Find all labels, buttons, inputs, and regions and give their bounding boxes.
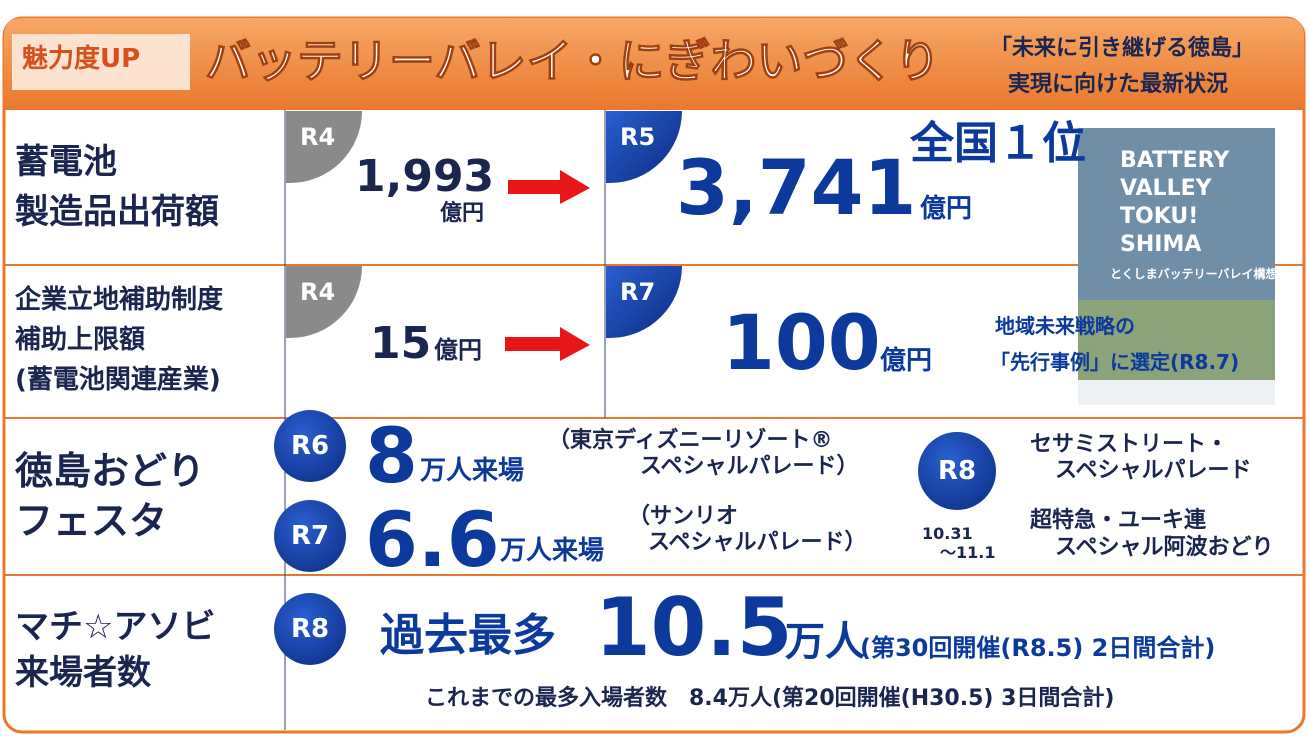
event: スペシャル阿波おどり	[1055, 535, 1274, 560]
date: 10.31	[922, 524, 973, 543]
period-badge: R4	[286, 266, 362, 338]
note: スペシャルパレード）	[640, 454, 859, 479]
title: バッテリーバレイ・にぎわいづくり	[205, 34, 942, 88]
row-label: 補助上限額	[15, 325, 146, 355]
note: 「先行事例」に選定(R8.7)	[990, 350, 1240, 374]
poster-title: BATTERY	[1120, 148, 1230, 173]
value: 3,741	[676, 143, 917, 232]
row-label: 製造品出荷額	[15, 192, 219, 232]
unit: 万人来場	[420, 456, 525, 486]
row-label: マチ☆アソビ	[15, 607, 216, 647]
note: (第30回開催(R8.5) 2日間合計)	[860, 634, 1216, 662]
row-label: 徳島おどり	[15, 449, 206, 493]
row-label: 来場者数	[15, 653, 151, 693]
poster-title: TOKU!	[1120, 204, 1199, 229]
note: （東京ディズニーリゾート®	[548, 428, 833, 453]
poster-title: VALLEY	[1120, 176, 1212, 201]
value: 1,993	[355, 151, 495, 202]
period-badge: R7	[274, 500, 346, 572]
subtitle: 「未来に引き継げる徳島」	[990, 36, 1255, 61]
date: ～11.1	[940, 543, 996, 562]
value: 100	[722, 298, 881, 387]
period: R4	[300, 278, 336, 306]
period: R7	[620, 278, 656, 306]
unit: 億円	[440, 201, 485, 226]
value: 8	[365, 411, 418, 500]
row-label: 企業立地補助制度	[15, 285, 224, 315]
unit: 万人来場	[500, 536, 605, 566]
prefix: 過去最多	[380, 610, 556, 661]
note: （サンリオ	[628, 504, 739, 529]
previous-record: これまでの最多入場者数 8.4万人(第20回開催(H30.5) 3日間合計)	[425, 686, 1115, 711]
event: スペシャルパレード	[1055, 458, 1252, 483]
event: セサミストリート・	[1030, 432, 1229, 457]
period-badge: R8	[274, 593, 346, 665]
note: スペシャルパレード）	[648, 530, 867, 555]
event: 超特急・ユーキ連	[1030, 508, 1207, 533]
row-label: (蓄電池関連産業)	[15, 365, 221, 395]
unit: 億円	[434, 336, 482, 364]
row-label: 蓄電池	[15, 142, 117, 182]
badge: 魅力度UP	[22, 44, 141, 74]
unit: 億円	[920, 194, 973, 224]
period-badge: R6	[274, 410, 346, 482]
value: 15	[370, 318, 432, 369]
row-label: フェスタ	[15, 499, 168, 543]
note: 地域未来戦略の	[995, 314, 1135, 338]
period: R5	[620, 123, 656, 151]
subtitle: 実現に向けた最新状況	[1008, 72, 1229, 97]
note: 全国１位	[910, 118, 1086, 169]
poster-caption: とくしまバッテリーバレイ構想	[1110, 267, 1278, 281]
poster-title: SHIMA	[1120, 232, 1202, 257]
unit: 万人	[785, 619, 865, 665]
period-badge: R8	[918, 432, 996, 510]
unit: 億円	[880, 346, 933, 376]
value: 6.6	[365, 495, 500, 584]
period: R4	[300, 123, 336, 151]
value: 10.5	[595, 581, 793, 674]
